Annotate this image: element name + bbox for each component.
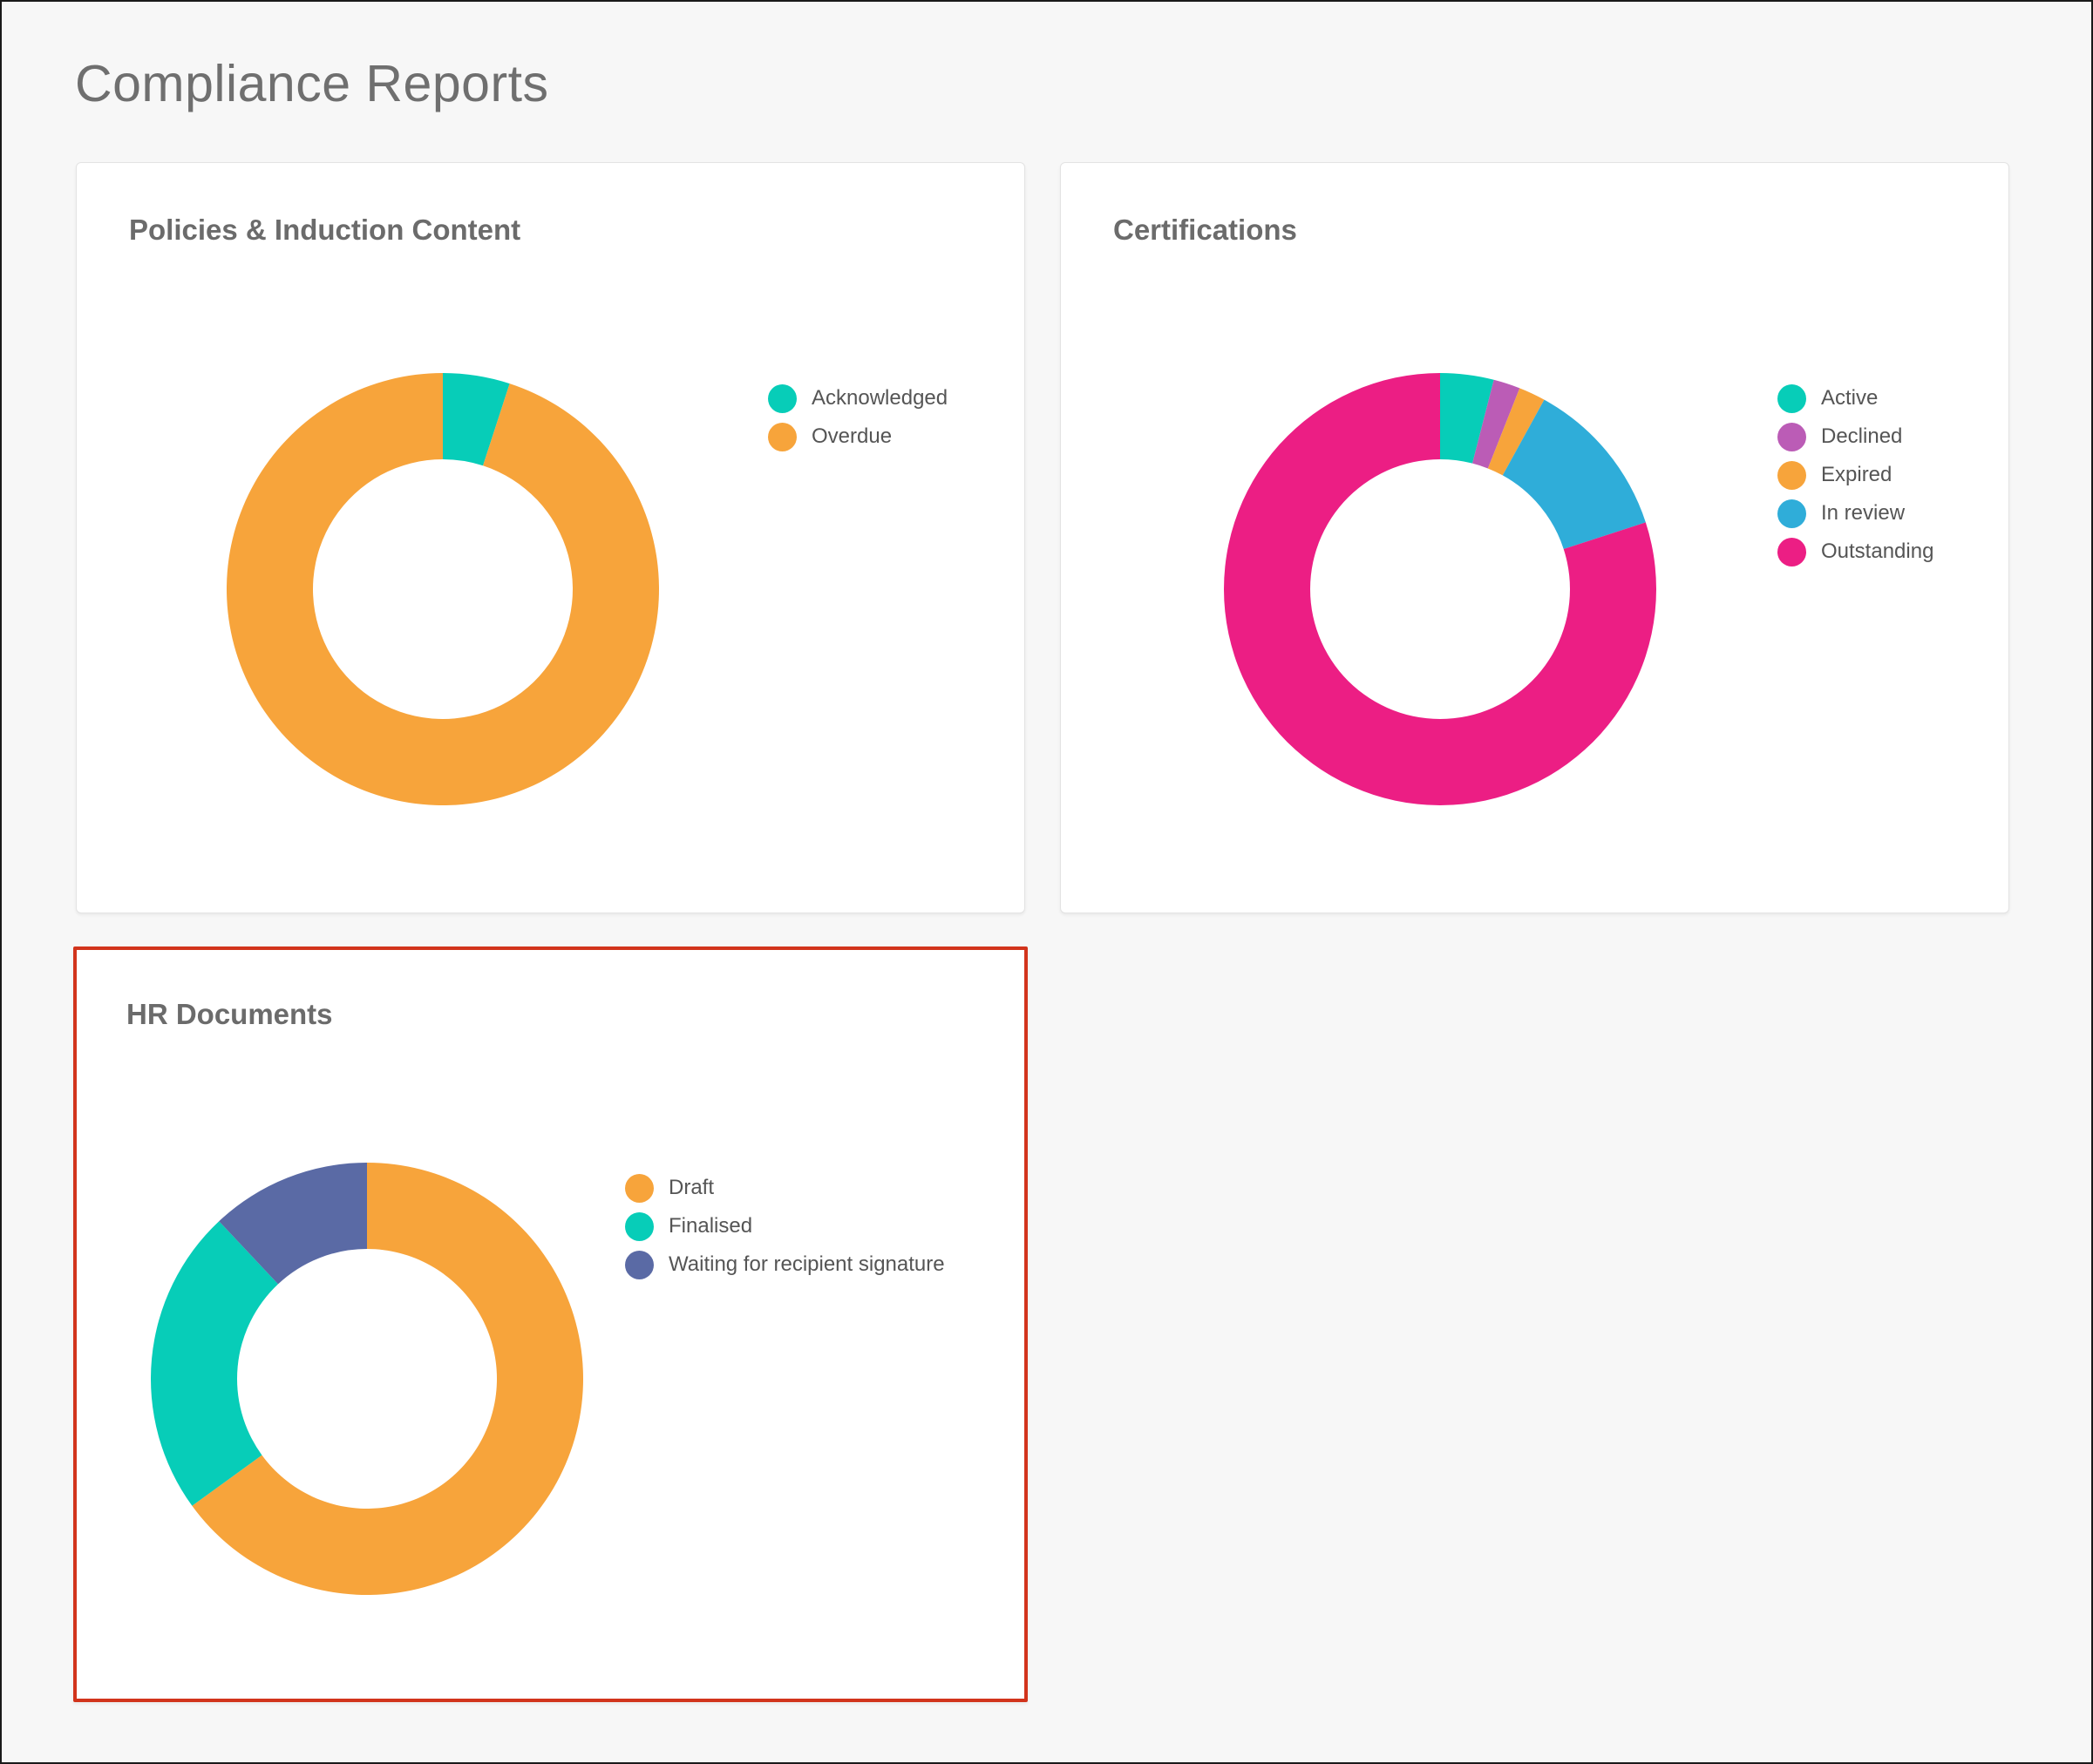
legend-label: In review [1821,501,1906,525]
chart-legend: Active Declined Expired In review Outsta… [1777,379,1933,571]
legend-dot-icon [1777,460,1806,490]
donut-slice-finalised[interactable] [151,1221,279,1506]
legend-label: Declined [1821,424,1903,448]
hr-documents-card[interactable]: HR Documents Draft Finalised Waiting for… [73,946,1028,1702]
legend-dot-icon [1777,422,1806,451]
legend-label: Expired [1821,463,1893,486]
donut-slice-acknowledged[interactable] [443,373,510,466]
legend-label: Acknowledged [812,386,948,410]
legend-dot-icon [625,1173,654,1203]
legend-dot-icon [1777,499,1806,528]
legend-label: Finalised [669,1214,753,1238]
policies-induction-card: Policies & Induction Content Acknowledge… [76,162,1025,913]
donut-slice-waiting-for-recipient-signature[interactable] [219,1163,367,1285]
donut-slice-outstanding[interactable] [1223,373,1656,805]
legend-item-draft[interactable]: Draft [625,1169,945,1207]
hr-documents-donut-chart [151,1163,584,1595]
legend-label: Overdue [812,424,893,448]
certifications-card: Certifications Active Declined Expired I… [1060,162,2009,913]
legend-dot-icon [768,383,797,413]
legend-dot-icon [1777,383,1806,413]
legend-dot-icon [625,1250,654,1279]
donut-slice-expired[interactable] [1487,388,1545,476]
card-title: HR Documents [126,998,333,1030]
legend-item-finalised[interactable]: Finalised [625,1207,945,1245]
donut-slice-declined[interactable] [1472,379,1520,469]
chart-legend: Draft Finalised Waiting for recipient si… [625,1169,945,1284]
donut-slice-active[interactable] [1440,373,1494,464]
legend-item-active[interactable]: Active [1777,379,1933,417]
legend-dot-icon [1777,537,1806,567]
legend-item-declined[interactable]: Declined [1777,417,1933,456]
chart-legend: Acknowledged Overdue [768,379,948,456]
legend-item-in-review[interactable]: In review [1777,494,1933,533]
legend-item-outstanding[interactable]: Outstanding [1777,533,1933,571]
legend-label: Draft [669,1176,715,1199]
donut-slice-in-review[interactable] [1502,399,1646,549]
legend-label: Active [1821,386,1879,410]
certifications-donut-chart [1223,373,1656,805]
legend-item-overdue[interactable]: Overdue [768,417,948,456]
legend-item-acknowledged[interactable]: Acknowledged [768,379,948,417]
legend-label: Waiting for recipient signature [669,1252,945,1276]
card-title: Certifications [1113,214,1297,246]
policies-donut-chart [226,373,659,805]
legend-dot-icon [625,1211,654,1241]
legend-dot-icon [768,422,797,451]
card-title: Policies & Induction Content [129,214,521,246]
legend-item-waiting-signature[interactable]: Waiting for recipient signature [625,1245,945,1284]
donut-slice-overdue[interactable] [226,373,659,805]
legend-label: Outstanding [1821,539,1934,563]
legend-item-expired[interactable]: Expired [1777,456,1933,494]
donut-slice-draft[interactable] [192,1163,584,1595]
page-title: Compliance Reports [75,55,549,112]
